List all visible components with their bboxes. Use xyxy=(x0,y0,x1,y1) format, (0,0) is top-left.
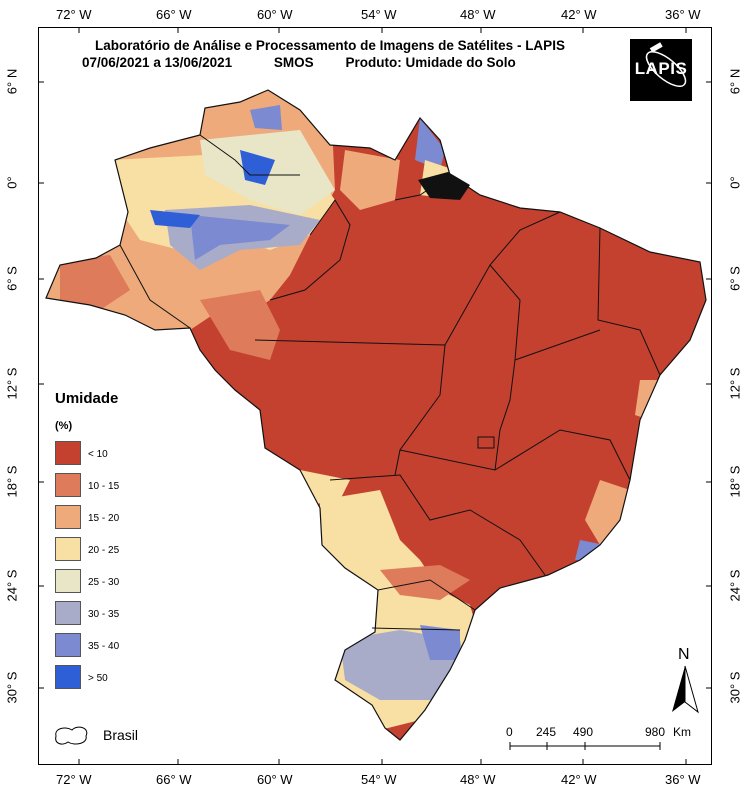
lapis-logo: LAPIS xyxy=(630,39,692,101)
boundary-legend-icon xyxy=(55,726,88,745)
boundary-legend-label: Brasil xyxy=(103,727,139,743)
lon-tick-bottom-5: 42° W xyxy=(561,772,597,787)
lon-tick-top-0: 72° W xyxy=(56,7,92,22)
product-name: Produto: Umidade do Solo xyxy=(345,55,516,70)
legend-swatch-5 xyxy=(55,601,81,625)
north-arrow-icon xyxy=(672,665,699,714)
legend-label-2: 15 - 20 xyxy=(88,513,120,524)
legend-label-6: 35 - 40 xyxy=(88,641,120,652)
lon-tick-top-6: 36° W xyxy=(665,7,701,22)
satellite-orbit-icon xyxy=(645,42,687,87)
legend-label-0: < 10 xyxy=(88,449,108,460)
legend-swatch-2 xyxy=(55,505,81,529)
legend-swatch-7 xyxy=(55,665,81,689)
scale-unit: Km xyxy=(673,725,691,739)
lon-tick-bottom-0: 72° W xyxy=(56,772,92,787)
scale-label-3: 980 xyxy=(645,725,666,739)
legend-label-1: 10 - 15 xyxy=(88,481,120,492)
legend-title: Umidade xyxy=(55,390,119,407)
scale-label-0: 0 xyxy=(506,725,513,739)
lon-tick-top-3: 54° W xyxy=(361,7,397,22)
scale-label-2: 490 xyxy=(573,725,594,739)
legend-swatch-1 xyxy=(55,473,81,497)
lon-tick-top-5: 42° W xyxy=(561,7,597,22)
lon-tick-bottom-1: 66° W xyxy=(156,772,192,787)
map-title-line1: Laboratório de Análise e Processamento d… xyxy=(95,38,565,53)
legend-swatch-6 xyxy=(55,633,81,657)
lon-tick-bottom-2: 60° W xyxy=(257,772,293,787)
legend-swatch-3 xyxy=(55,537,81,561)
scale-label-1: 245 xyxy=(536,725,557,739)
legend-label-7: > 50 xyxy=(88,673,108,684)
logo-text: LAPIS xyxy=(634,59,688,78)
lon-tick-bottom-6: 36° W xyxy=(665,772,701,787)
legend-unit: (%) xyxy=(55,420,73,432)
legend-swatch-0 xyxy=(55,441,81,465)
legend-label-3: 20 - 25 xyxy=(88,545,120,556)
date-range: 07/06/2021 a 13/06/2021 xyxy=(82,55,233,70)
legend-label-4: 25 - 30 xyxy=(88,577,120,588)
lon-tick-top-1: 66° W xyxy=(156,7,192,22)
lon-tick-top-4: 48° W xyxy=(460,7,496,22)
lon-tick-top-2: 60° W xyxy=(257,7,293,22)
scale-bar xyxy=(509,742,661,750)
lon-tick-bottom-3: 54° W xyxy=(361,772,397,787)
north-arrow: N xyxy=(668,646,704,716)
sensor-name: SMOS xyxy=(273,55,314,70)
legend-label-5: 30 - 35 xyxy=(88,609,120,620)
north-label: N xyxy=(678,646,690,663)
map-title-line2: 07/06/2021 a 13/06/2021 SMOS Produto: Um… xyxy=(82,55,516,70)
lon-tick-bottom-4: 48° W xyxy=(460,772,496,787)
legend-swatch-4 xyxy=(55,569,81,593)
